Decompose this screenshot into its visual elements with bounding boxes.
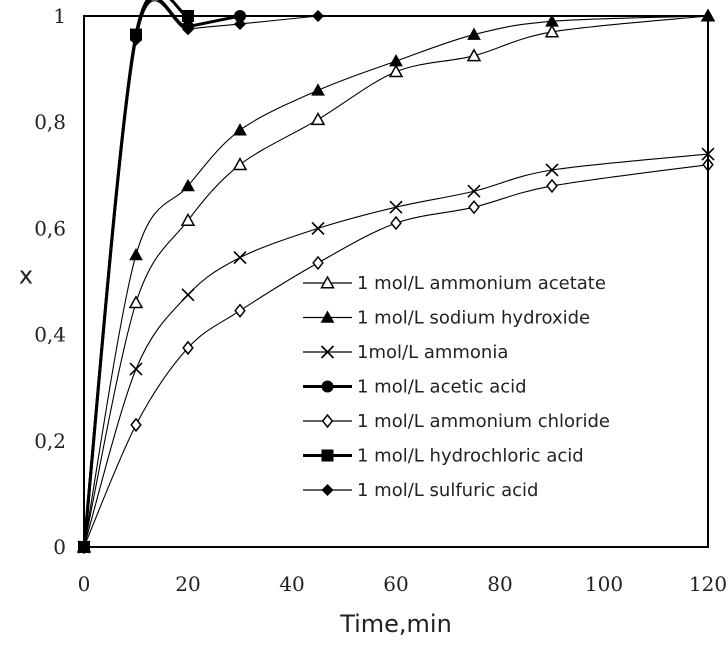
data-point-1-mol-l-sodium-hydroxide <box>129 247 143 261</box>
data-point-1mol-l-ammonia <box>311 221 325 235</box>
data-point-1-mol-l-sulfuric-acid <box>234 17 246 30</box>
y-axis-ticks: 0 0,2 0,4 0,6 0,8 1 <box>34 4 66 559</box>
data-point-1-mol-l-sodium-hydroxide <box>181 178 195 192</box>
data-point-1-mol-l-ammonium-chloride <box>234 303 246 318</box>
x-tick-label: 120 <box>689 572 727 596</box>
series-line-1-mol-l-sulfuric-acid <box>83 0 319 548</box>
data-point-1-mol-l-ammonium-chloride <box>312 255 324 271</box>
legend-marker-1-mol-l-hydrochloric-acid <box>321 449 334 462</box>
data-point-1-mol-l-ammonium-acetate <box>310 112 326 126</box>
legend-label: 1 mol/L sodium hydroxide <box>357 308 590 329</box>
legend: 1 mol/L ammonium acetate 1 mol/L sodium h… <box>303 273 610 501</box>
x-tick-label: 60 <box>383 572 408 596</box>
y-axis-title: x <box>19 262 33 290</box>
data-point-1-mol-l-sodium-hydroxide <box>389 54 403 67</box>
legend-label: 1 mol/L ammonium acetate <box>357 273 606 294</box>
y-tick-label: 0,8 <box>34 110 66 134</box>
data-point-1-mol-l-sodium-hydroxide <box>311 83 325 96</box>
legend-item-1-mol-l-ammonium-acetate: 1 mol/L ammonium acetate <box>303 273 606 294</box>
data-point-1-mol-l-ammonium-chloride <box>546 178 558 194</box>
y-tick-label: 0,2 <box>34 429 66 453</box>
data-point-1-mol-l-ammonium-chloride <box>182 340 194 356</box>
data-point-1-mol-l-ammonium-acetate <box>128 295 144 309</box>
data-point-1mol-l-ammonia <box>129 362 143 376</box>
legend-marker-1-mol-l-sodium-hydroxide <box>320 310 335 323</box>
x-axis-title: Time,min <box>339 610 452 638</box>
x-tick-label: 80 <box>487 572 512 596</box>
legend-label: 1 mol/L acetic acid <box>357 377 527 398</box>
legend-label: 1mol/L ammonia <box>357 342 508 363</box>
y-tick-label: 0 <box>53 535 66 559</box>
legend-item-1-mol-l-hydrochloric-acid: 1 mol/L hydrochloric acid <box>303 446 584 467</box>
data-point-1-mol-l-ammonium-acetate <box>466 48 482 62</box>
data-point-1mol-l-ammonia <box>181 288 195 302</box>
y-tick-label: 0,6 <box>34 216 66 240</box>
data-point-1mol-l-ammonia <box>389 200 403 214</box>
y-tick-label: 0,4 <box>34 323 66 347</box>
legend-marker-1-mol-l-ammonium-acetate <box>320 275 335 289</box>
plot-frame <box>83 15 709 548</box>
x-tick-label: 20 <box>175 572 200 596</box>
data-point-1-mol-l-sulfuric-acid <box>182 23 194 36</box>
x-tick-label: 40 <box>279 572 304 596</box>
legend-label: 1 mol/L sulfuric acid <box>357 480 538 501</box>
data-point-1-mol-l-ammonium-acetate <box>180 212 196 226</box>
y-tick-label: 1 <box>53 4 66 28</box>
legend-item-1-mol-l-sulfuric-acid: 1 mol/L sulfuric acid <box>303 480 538 501</box>
series-line-1-mol-l-sodium-hydroxide <box>83 15 709 548</box>
legend-marker-1-mol-l-sulfuric-acid <box>321 484 334 496</box>
data-point-1-mol-l-ammonium-acetate <box>388 64 404 78</box>
legend-label: 1 mol/L ammonium chloride <box>357 411 610 432</box>
legend-item-1mol-l-ammonia: 1mol/L ammonia <box>303 342 508 363</box>
data-point-1-mol-l-ammonium-acetate <box>232 157 248 171</box>
x-tick-label: 100 <box>585 572 623 596</box>
data-point-1mol-l-ammonia <box>233 251 247 265</box>
x-axis-ticks: 0 20 40 60 80 100 120 <box>78 572 727 596</box>
data-point-1-mol-l-ammonium-chloride <box>468 199 480 215</box>
data-point-1-mol-l-sodium-hydroxide <box>467 27 481 40</box>
data-point-1mol-l-ammonia <box>467 184 481 198</box>
data-point-1-mol-l-sulfuric-acid <box>130 33 142 46</box>
legend-item-1-mol-l-acetic-acid: 1 mol/L acetic acid <box>303 377 527 398</box>
data-point-1-mol-l-ammonium-chloride <box>390 215 402 231</box>
legend-item-1-mol-l-sodium-hydroxide: 1 mol/L sodium hydroxide <box>303 308 590 329</box>
legend-marker-1mol-l-ammonia <box>320 345 335 359</box>
data-point-1-mol-l-ammonium-chloride <box>130 417 142 433</box>
data-point-1-mol-l-sodium-hydroxide <box>545 14 559 27</box>
data-point-1-mol-l-sodium-hydroxide <box>233 123 247 136</box>
legend-marker-1-mol-l-acetic-acid <box>321 380 334 393</box>
legend-label: 1 mol/L hydrochloric acid <box>357 446 584 467</box>
data-point-1-mol-l-ammonium-acetate <box>544 24 560 38</box>
legend-item-1-mol-l-ammonium-chloride: 1 mol/L ammonium chloride <box>303 411 610 432</box>
data-point-1mol-l-ammonia <box>545 163 559 177</box>
x-tick-label: 0 <box>78 572 91 596</box>
legend-marker-1-mol-l-ammonium-chloride <box>321 413 334 429</box>
